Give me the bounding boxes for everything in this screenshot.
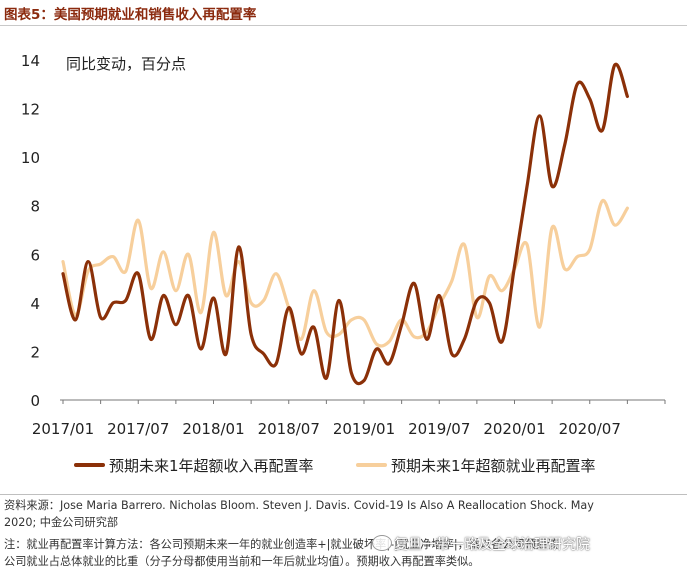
x-tick-label: 2018/01 — [182, 420, 244, 438]
y-tick-label: 0 — [30, 392, 40, 410]
x-tick-label: 2017/07 — [107, 420, 169, 438]
x-tick-label: 2020/01 — [483, 420, 545, 438]
watermark-text: 复旦一带一路及全球治理研究院 — [394, 537, 590, 553]
y-tick-label: 12 — [21, 101, 40, 119]
series-lines — [61, 62, 629, 386]
note-line-2: 公司就业占总体就业的比重（分子分母都使用当前和一年后就业均值）。预期收入再配置率… — [4, 555, 480, 568]
figure-title-bar: 图表5：美国预期就业和销售收入再配置率 — [0, 0, 687, 26]
line-chart: 0 2 4 6 8 10 12 14 2017/01 2017/07 2018/01 2018/07… — [21, 52, 666, 475]
y-tick-label: 4 — [30, 295, 40, 313]
y-axis-ticks: 0 2 4 6 8 10 12 14 — [21, 52, 40, 410]
x-tick-label: 2018/07 — [258, 420, 320, 438]
legend-item-employment-label: 预期未来1年超额就业再配置率 — [391, 457, 596, 475]
y-tick-label: 14 — [21, 52, 40, 70]
x-tick-label: 2019/07 — [408, 420, 470, 438]
y-tick-label: 6 — [30, 246, 40, 264]
x-axis: 2017/01 2017/07 2018/01 2018/07 2019/01 2019/… — [32, 399, 666, 438]
figure-title: 图表5：美国预期就业和销售收入再配置率 — [4, 7, 257, 23]
y-tick-label: 2 — [30, 343, 40, 361]
y-tick-label: 10 — [21, 149, 40, 167]
y-tick-label: 8 — [30, 198, 40, 216]
x-tick-label: 2019/01 — [333, 420, 395, 438]
x-tick-label: 2020/07 — [559, 420, 621, 438]
legend-item-revenue-label: 预期未来1年超额收入再配置率 — [109, 457, 314, 475]
series-line-revenue — [61, 62, 629, 386]
x-tick-label: 2017/01 — [32, 420, 94, 438]
source-line-2: 2020; 中金公司研究部 — [4, 516, 119, 529]
wechat-icon — [372, 535, 392, 551]
chart-annotation: 同比变动，百分点 — [66, 55, 186, 73]
chart-legend: 预期未来1年超额收入再配置率 预期未来1年超额就业再配置率 — [74, 457, 596, 475]
note-line-1: 注：就业再配置率计算方法：各公司预期未来一年的就业创造率+|就业破坏率|-|就业… — [4, 538, 559, 551]
source-notes: 资料来源：Jose Maria Barrero. Nicholas Bloom.… — [0, 494, 687, 579]
source-line-1: 资料来源：Jose Maria Barrero. Nicholas Bloom.… — [4, 499, 594, 512]
